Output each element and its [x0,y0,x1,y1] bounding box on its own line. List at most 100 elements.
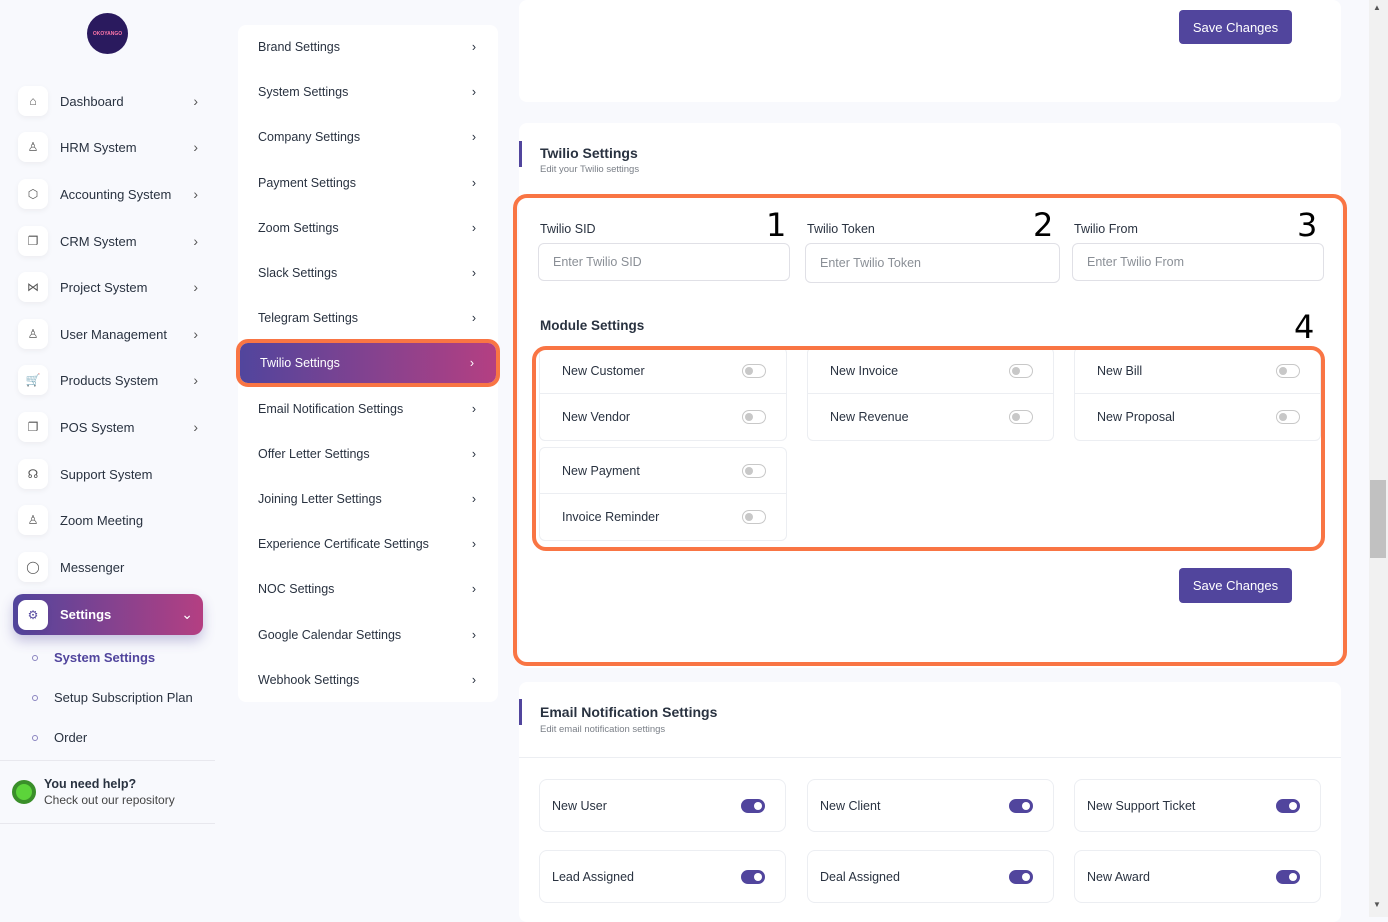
chevron-right-icon: › [471,311,476,326]
sidebar-item[interactable]: ⌂ Dashboard › [18,84,198,118]
sidebar-subitem-subscription[interactable]: Setup Subscription Plan [32,690,193,705]
twilio-token-label: Twilio Token [807,222,875,236]
email-notification-item: New User [539,779,786,832]
toggle-switch[interactable] [1009,410,1033,424]
scroll-down-icon[interactable]: ▼ [1373,900,1381,909]
sidebar-item[interactable]: ☊ Support System [18,457,198,491]
module-card: New Payment Invoice Reminder [539,447,787,541]
toggle-switch[interactable] [1276,410,1300,424]
module-card: New Invoice New Revenue [807,347,1054,441]
settings-menu-item[interactable]: Offer Letter Settings › [258,446,476,461]
toggle-switch[interactable] [742,410,766,424]
settings-menu-item[interactable]: Slack Settings › [258,266,476,280]
email-notification-item: Deal Assigned [807,850,1054,903]
toggle-switch[interactable] [742,510,766,524]
toggle-switch[interactable] [1276,869,1300,884]
scrollbar[interactable]: ▲ ▼ [1369,0,1388,917]
settings-menu-item[interactable]: Experience Certificate Settings › [258,537,476,552]
settings-menu-item[interactable]: Google Calendar Settings › [258,627,476,642]
layers-icon: ❐ [18,412,48,442]
sidebar-subitem-system-settings[interactable]: System Settings [32,650,155,665]
module-settings-title: Module Settings [540,318,645,333]
settings-menu: Brand Settings › System Settings › Company S… [236,25,500,702]
twilio-title: Twilio Settings [540,145,638,161]
sidebar-subitem-order[interactable]: Order [32,730,87,745]
scroll-up-icon[interactable]: ▲ [1373,3,1381,12]
chevron-down-icon: ⌄ [181,606,193,622]
toggle-switch[interactable] [1276,363,1300,378]
module-card: New Customer New Vendor [539,347,787,441]
sidebar-item[interactable]: 🛒 Products System › [18,363,198,397]
toggle-switch[interactable] [741,798,765,813]
save-changes-button[interactable]: Save Changes [1179,10,1292,44]
chevron-right-icon: › [471,582,476,597]
email-notification-item: New Client [807,779,1054,832]
annotation-box [513,194,1347,666]
gear-icon: ⚙ [18,599,48,630]
toggle-switch[interactable] [742,363,766,378]
toggle-switch[interactable] [742,463,766,478]
settings-menu-item[interactable]: System Settings › [258,85,476,100]
sidebar-item-settings[interactable]: ⚙ Settings ⌄ [13,594,203,635]
divider [519,757,1341,758]
settings-menu-item[interactable]: NOC Settings › [258,582,476,597]
settings-menu-item[interactable]: Payment Settings › [258,175,476,190]
section-accent [519,141,522,167]
annotation-number: 2 [1033,206,1054,244]
previous-settings-card: Save Changes [519,0,1341,102]
sidebar-item[interactable]: ❐ POS System › [18,410,198,444]
toggle-switch[interactable] [1009,363,1033,378]
lifebuoy-icon [12,780,36,804]
settings-menu-item[interactable]: Joining Letter Settings › [258,492,476,506]
toggle-switch[interactable] [741,869,765,884]
chevron-right-icon: › [193,186,198,202]
toggle-switch[interactable] [1009,869,1033,884]
sidebar-item[interactable]: ◯ Messenger [18,550,198,584]
twilio-save-changes-button[interactable]: Save Changes [1179,568,1292,603]
sidebar-item[interactable]: ♙ Zoom Meeting [18,503,198,537]
sidebar-item[interactable]: ❐ CRM System › [18,224,198,258]
home-icon: ⌂ [18,86,48,116]
layers-icon: ❐ [18,226,48,256]
brand-logo[interactable]: OKOYANGO [87,13,128,54]
module-row: New Payment [540,448,786,494]
email-notification-item: New Award [1074,850,1321,903]
module-row: New Customer [540,348,786,394]
sidebar-item[interactable]: ⋈ Project System › [18,270,198,304]
sidebar-item[interactable]: ♙ User Management › [18,317,198,351]
settings-menu-item[interactable]: Email Notification Settings › [258,401,476,416]
users-icon: ♙ [18,319,48,349]
toggle-switch[interactable] [1009,798,1033,813]
toggle-switch[interactable] [1276,798,1300,813]
email-notification-item: Lead Assigned [539,850,786,903]
settings-menu-item[interactable]: Zoom Settings › [258,220,476,235]
settings-menu-item[interactable]: Twilio Settings › [236,339,500,388]
settings-menu-item[interactable]: Webhook Settings › [258,672,476,687]
sidebar-item[interactable]: ⬡ Accounting System › [18,177,198,211]
settings-menu-item[interactable]: Company Settings › [258,130,476,145]
annotation-number: 4 [1294,308,1315,346]
settings-menu-item[interactable]: Telegram Settings › [258,311,476,326]
user-check-icon: ♙ [18,505,48,535]
chevron-right-icon: › [193,279,198,295]
module-row: New Vendor [540,394,786,440]
chevron-right-icon: › [471,492,476,506]
email-notification-card: Email Notification Settings Edit email n… [519,682,1341,922]
chevron-right-icon: › [469,356,474,371]
section-accent [519,699,522,725]
module-row: New Proposal [1075,394,1320,440]
twilio-from-input[interactable]: Enter Twilio From [1072,243,1324,281]
chevron-right-icon: › [193,326,198,342]
settings-menu-item[interactable]: Brand Settings › [258,40,476,54]
chevron-right-icon: › [193,419,198,435]
chevron-right-icon: › [471,175,476,190]
scrollbar-thumb[interactable] [1370,480,1386,558]
sidebar-item[interactable]: ♙ HRM System › [18,130,198,164]
twilio-sid-input[interactable]: Enter Twilio SID [538,243,790,281]
chevron-right-icon: › [193,93,198,109]
twilio-token-input[interactable]: Enter Twilio Token [805,243,1060,283]
chevron-right-icon: › [471,266,476,280]
chevron-right-icon: › [471,40,476,54]
help-box[interactable]: You need help? Check out our repository [0,760,215,824]
chevron-right-icon: › [471,401,476,416]
